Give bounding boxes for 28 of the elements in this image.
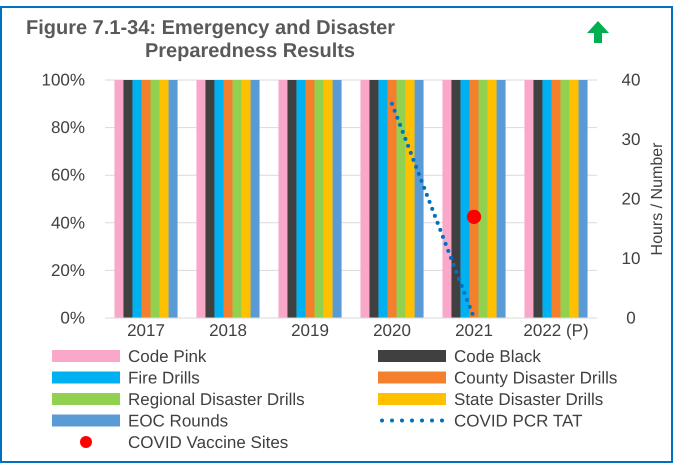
y2-tick-label: 0: [626, 308, 636, 328]
y-tick-label: 0%: [60, 308, 85, 328]
legend-label: Code Black: [454, 347, 542, 366]
y2-axis-title: Hours / Number: [649, 142, 666, 256]
y2-tick-label: 40: [622, 70, 640, 90]
legend-label: Regional Disaster Drills: [128, 390, 305, 409]
legend-label: Fire Drills: [128, 368, 200, 388]
x-tick-label: 2022 (P): [523, 321, 589, 340]
y-tick-label: 80%: [50, 118, 85, 138]
legend-label: COVID PCR TAT: [454, 412, 582, 430]
x-tick-label: 2021: [455, 321, 493, 340]
legend-label: Code Pink: [128, 347, 207, 366]
y2-tick-label: 30: [622, 130, 640, 149]
chart-title: Figure 7.1-34: Emergency and Disaster Preparedness Results: [26, 17, 396, 62]
legend-label: State Disaster Drills: [454, 390, 604, 409]
y-tick-label: 100%: [42, 70, 85, 90]
y-tick-label: 20%: [50, 260, 85, 280]
y-tick-label: 40%: [50, 213, 85, 232]
y-tick-label: 60%: [50, 166, 85, 185]
y2-tick-label: 20: [622, 189, 640, 208]
x-tick-label: 2019: [291, 321, 329, 340]
legend-label: County Disaster Drills: [454, 368, 618, 388]
x-tick-label: 2020: [373, 321, 411, 340]
legend-label: EOC Rounds: [128, 412, 228, 430]
x-tick-label: 2018: [209, 321, 247, 340]
x-tick-label: 2017: [127, 321, 165, 340]
legend-label: COVID Vaccine Sites: [128, 433, 288, 452]
y2-tick-label: 10: [622, 248, 640, 268]
